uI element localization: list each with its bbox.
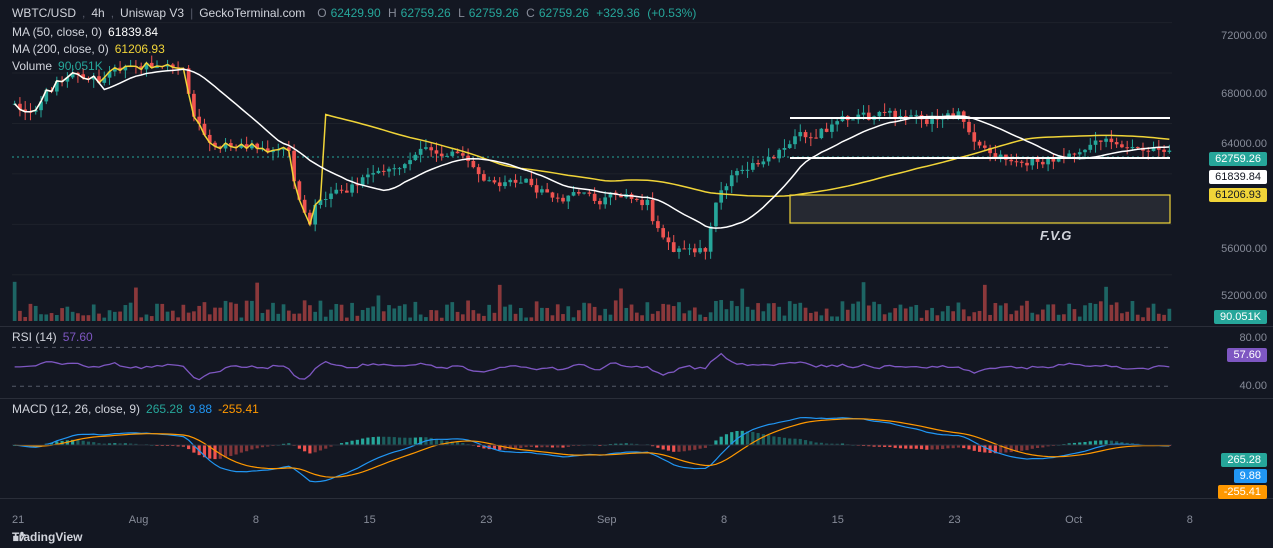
tradingview-icon bbox=[12, 530, 26, 544]
tradingview-logo: TradingView bbox=[12, 530, 82, 544]
chart-container: WBTC/USD , 4h , Uniswap V3 | GeckoTermin… bbox=[0, 0, 1273, 548]
chart-canvas[interactable] bbox=[0, 0, 1273, 548]
